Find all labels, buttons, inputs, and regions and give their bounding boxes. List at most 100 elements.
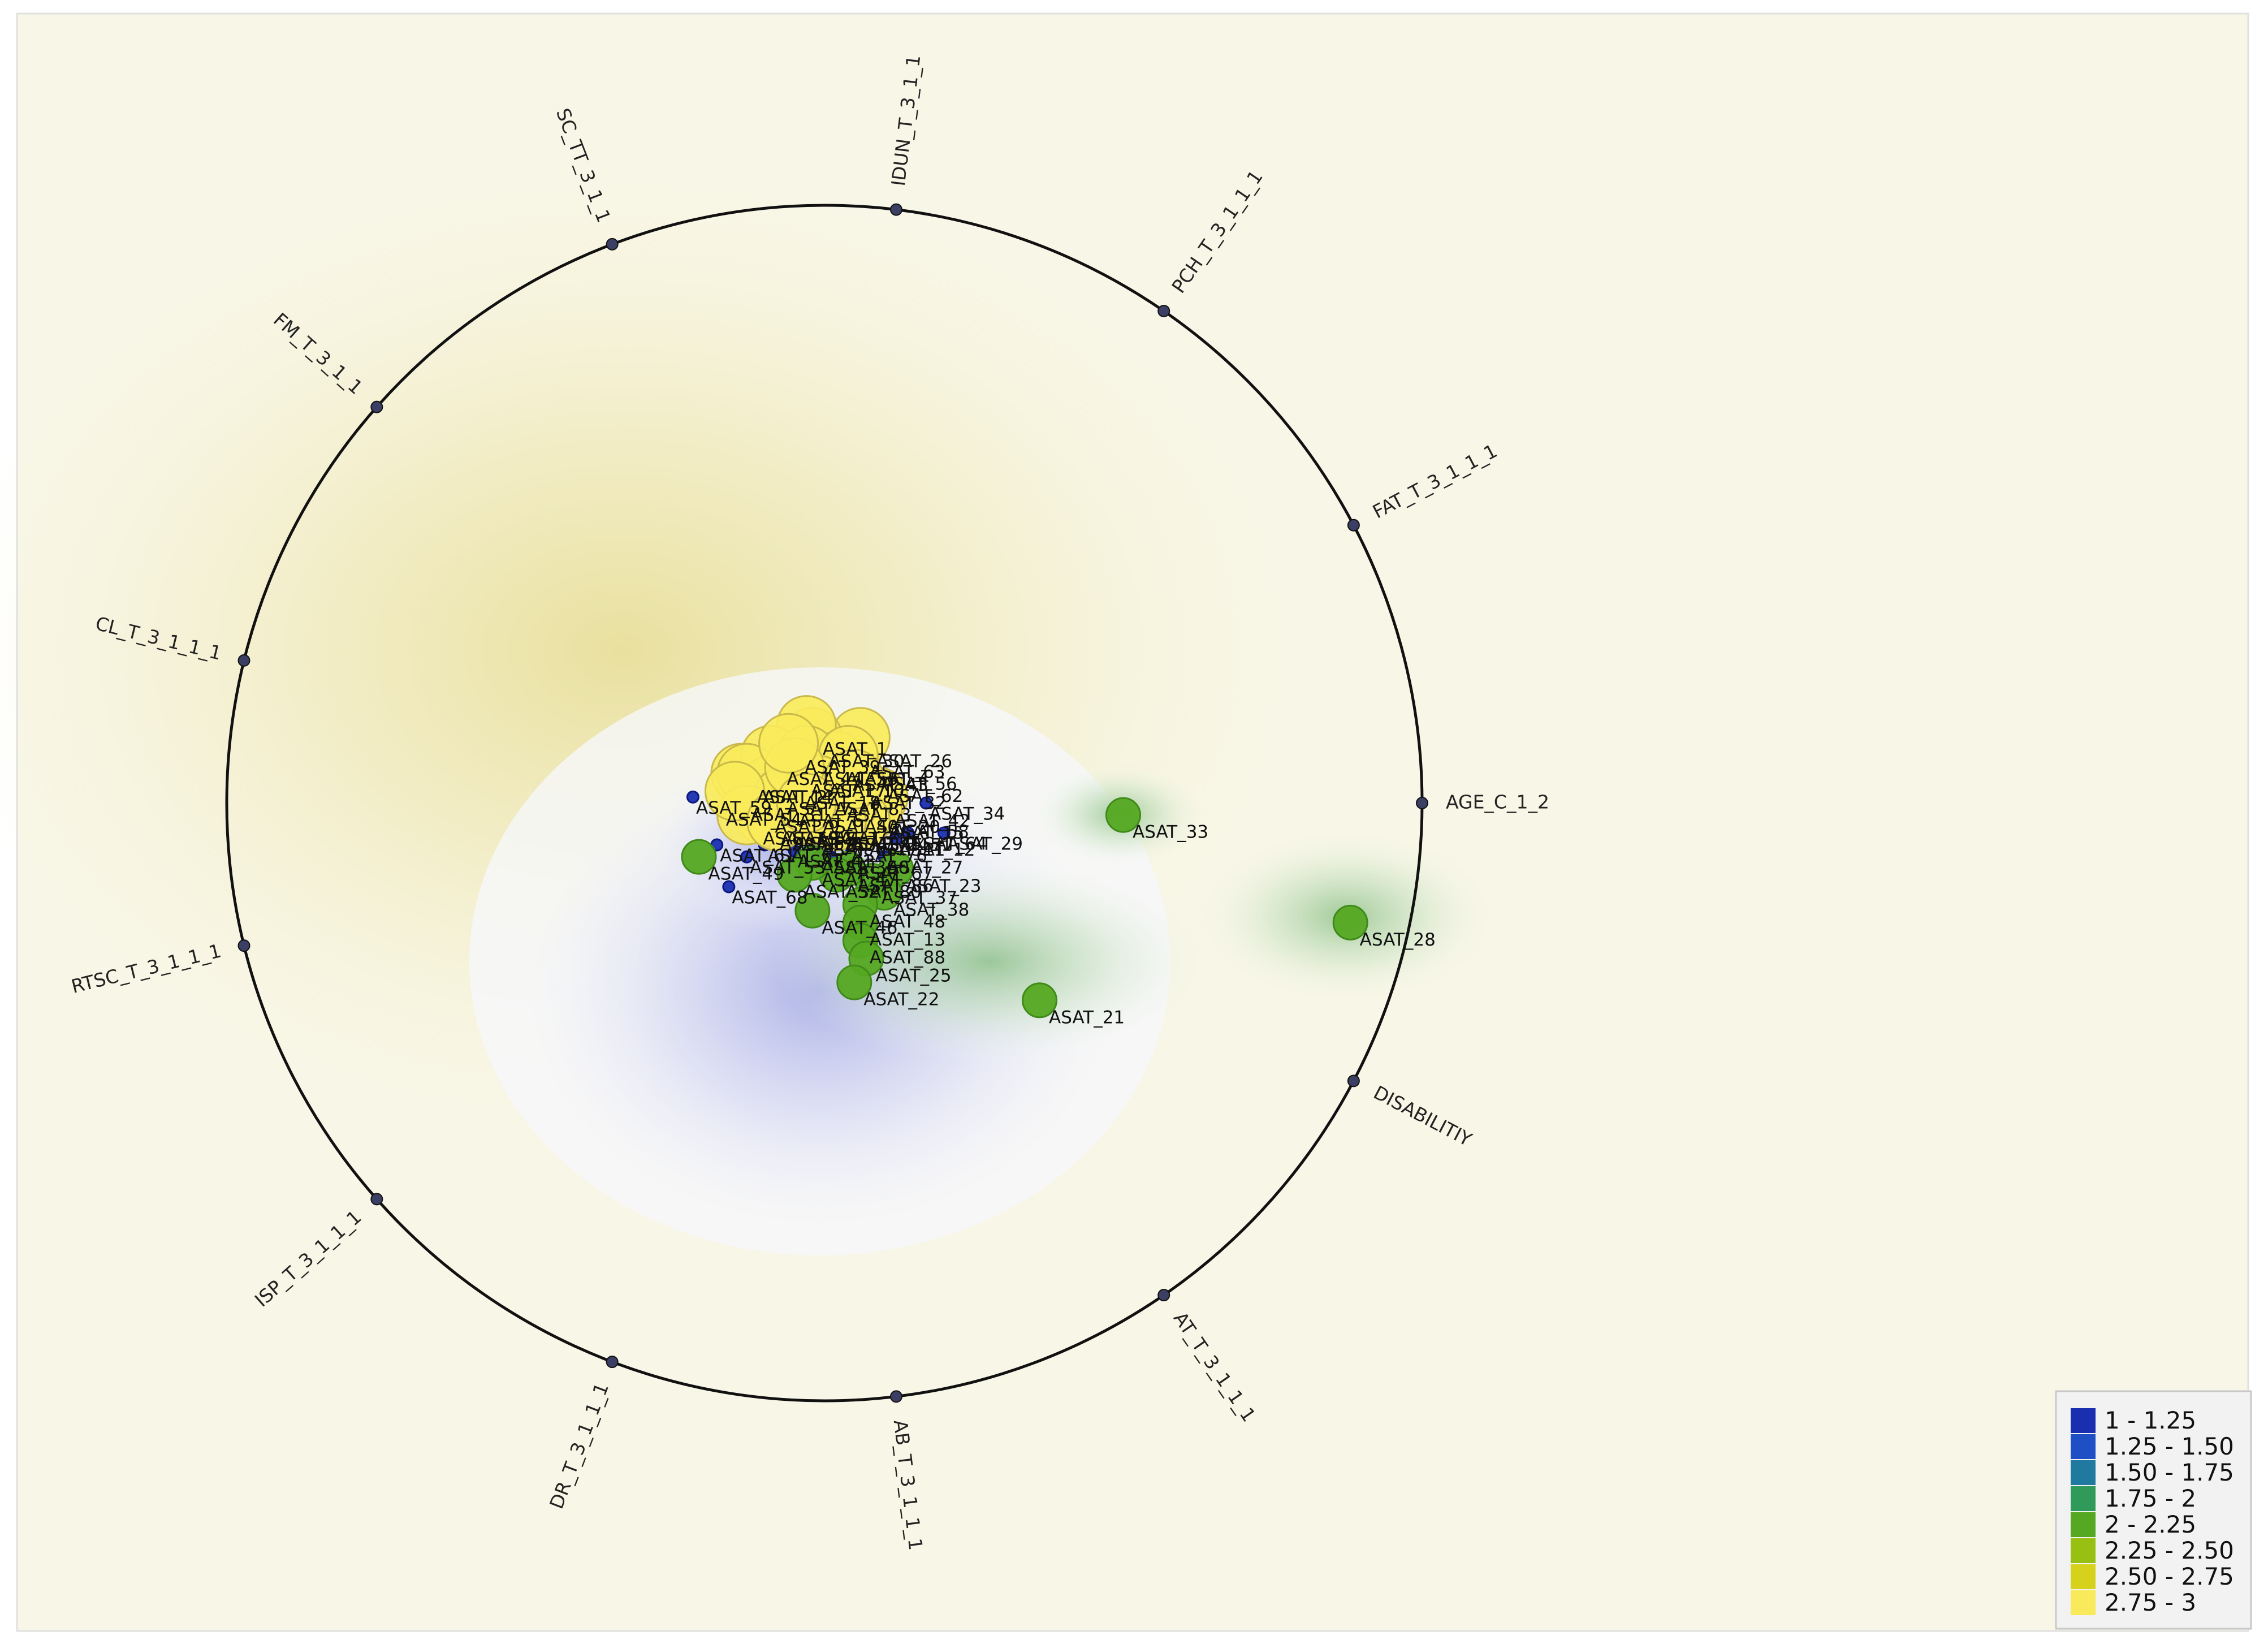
- point-label: ASAT_23: [905, 876, 981, 896]
- point-label: ASAT_57: [781, 829, 857, 849]
- legend-label: 2 - 2.25: [2105, 1511, 2196, 1538]
- point-label: ASAT_36: [822, 858, 897, 878]
- point-label: ASAT_32: [870, 793, 946, 813]
- anchor-dot: [370, 400, 383, 413]
- data-point: [722, 880, 736, 894]
- anchor-dot: [237, 654, 250, 667]
- point-label: ASAT_66: [822, 840, 897, 860]
- point-label: ASAT_9: [775, 817, 839, 838]
- point-label: ASAT_56: [882, 774, 957, 795]
- point-group: [681, 695, 1368, 1019]
- point-label: ASAT_55: [823, 769, 898, 789]
- anchor-dot: [1157, 1289, 1170, 1302]
- point-label: ASAT_60: [835, 829, 910, 849]
- point-label: ASAT_45: [845, 834, 921, 854]
- legend-label: 1.50 - 1.75: [2105, 1459, 2234, 1486]
- point-label: ASAT_6: [799, 811, 863, 831]
- legend-swatch: [2071, 1512, 2096, 1537]
- point-label: ASAT_49: [709, 864, 784, 884]
- legend-swatch: [2071, 1408, 2096, 1433]
- point-label: ASAT_69: [780, 834, 856, 854]
- legend-swatch: [2071, 1486, 2096, 1511]
- point-label: ASAT_61: [720, 845, 796, 866]
- point-label: ASAT_63: [869, 762, 945, 783]
- anchor-dot: [606, 1356, 619, 1369]
- legend-label: 2.50 - 2.75: [2105, 1563, 2234, 1590]
- legend-swatch: [2071, 1460, 2096, 1485]
- point-label: ASAT_21: [1049, 1007, 1125, 1028]
- legend-label: 2.75 - 3: [2105, 1589, 2196, 1616]
- point-label: ASAT_33: [1133, 822, 1208, 843]
- point-label: ASAT_1: [823, 739, 887, 760]
- point-label: ASAT_15: [888, 823, 964, 843]
- anchor-dot: [1416, 797, 1428, 809]
- anchor-dot: [1347, 519, 1360, 532]
- point-label: ASAT_47: [822, 870, 897, 890]
- point-label: ASAT_40: [823, 817, 898, 838]
- data-point: [776, 773, 837, 834]
- point-label: ASAT_42: [895, 811, 970, 831]
- point-label: ASAT_46: [822, 918, 897, 938]
- point-label: ASAT_50: [833, 858, 909, 878]
- point-label: ASAT_12: [899, 840, 975, 860]
- anchor-dot: [889, 203, 902, 216]
- legend-swatch: [2071, 1538, 2096, 1563]
- data-point: [937, 826, 951, 840]
- point-label: ASAT_11: [869, 840, 945, 860]
- point-label: ASAT_76: [852, 845, 927, 866]
- anchor-dot: [1157, 304, 1170, 317]
- point-label: ASAT_44: [787, 769, 862, 789]
- point-label: ASAT_67: [857, 864, 933, 884]
- point-label: ASAT_28: [1360, 930, 1436, 950]
- point-label: ASAT_8: [835, 799, 899, 819]
- point-label: ASAT_35: [793, 835, 869, 855]
- point-label: ASAT_20: [865, 817, 940, 838]
- point-label: ASAT_43: [853, 775, 928, 796]
- data-point: [740, 850, 754, 864]
- point-label: ASAT_37: [882, 888, 957, 908]
- legend-label: 2.25 - 2.50: [2105, 1537, 2234, 1564]
- point-label: ASAT_16: [817, 829, 892, 849]
- point-label: ASAT_5: [798, 834, 862, 854]
- point-label: ASAT_51: [876, 835, 952, 855]
- point-label: ASAT_31: [751, 805, 827, 825]
- data-point: [681, 839, 717, 875]
- legend-swatch: [2071, 1564, 2096, 1589]
- point-label: ASAT_27: [887, 858, 963, 878]
- data-point: [836, 964, 872, 1000]
- data-point: [889, 832, 903, 845]
- data-point: [1105, 797, 1141, 833]
- point-label: ASAT_30: [828, 751, 904, 771]
- point-label: ASAT_59: [696, 798, 772, 818]
- data-point: [1022, 982, 1058, 1019]
- point-label: ASAT_65: [768, 845, 844, 866]
- anchor-dot: [370, 1193, 383, 1206]
- data-point: [1332, 904, 1368, 940]
- point-label: ASAT_38: [893, 900, 969, 920]
- density-background: [0, 12, 2249, 1632]
- legend-label: 1.25 - 1.50: [2105, 1432, 2234, 1460]
- data-point: [686, 790, 699, 804]
- point-label: ASAT_24: [853, 835, 928, 855]
- point-label: ASAT_2: [763, 787, 827, 808]
- point-label: ASAT_18: [805, 793, 880, 813]
- data-point: [919, 796, 933, 810]
- point-label: ASAT_64: [911, 834, 987, 854]
- data-point: [776, 857, 813, 893]
- point-label: ASAT_88: [870, 948, 945, 968]
- point-label: ASAT_29: [947, 834, 1023, 854]
- legend-swatch: [2071, 1590, 2096, 1615]
- point-label: ASAT_22: [863, 990, 939, 1010]
- point-label: ASAT_39: [805, 757, 880, 778]
- point-label: ASAT_62: [887, 786, 963, 806]
- point-label: ASAT_34: [929, 804, 1005, 825]
- legend-label: 1.75 - 2: [2105, 1485, 2196, 1512]
- point-label: ASAT_25: [875, 965, 951, 986]
- legend-swatch: [2071, 1434, 2096, 1459]
- point-label: ASAT_58: [893, 822, 969, 842]
- anchor-dot: [1347, 1075, 1360, 1088]
- point-label: ASAT_86: [858, 876, 934, 896]
- point-label: ASAT_54: [726, 810, 802, 830]
